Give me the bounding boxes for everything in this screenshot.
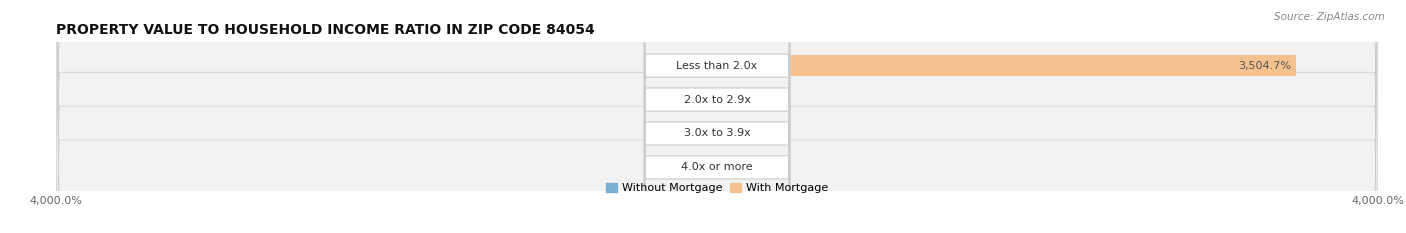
Text: Less than 2.0x: Less than 2.0x xyxy=(676,61,758,71)
Text: 11.2%: 11.2% xyxy=(724,95,759,105)
Bar xyxy=(717,157,721,178)
Text: 3,504.7%: 3,504.7% xyxy=(1237,61,1291,71)
FancyBboxPatch shape xyxy=(56,0,1378,233)
FancyBboxPatch shape xyxy=(644,0,790,233)
Bar xyxy=(717,55,1296,76)
Text: 23.9%: 23.9% xyxy=(727,162,762,172)
FancyBboxPatch shape xyxy=(644,0,790,233)
Text: 3.0x to 3.9x: 3.0x to 3.9x xyxy=(683,128,751,138)
Legend: Without Mortgage, With Mortgage: Without Mortgage, With Mortgage xyxy=(602,178,832,197)
Bar xyxy=(717,123,720,144)
FancyBboxPatch shape xyxy=(56,0,1378,233)
Bar xyxy=(716,123,717,144)
Text: 2.0x to 2.9x: 2.0x to 2.9x xyxy=(683,95,751,105)
Bar xyxy=(717,89,718,110)
FancyBboxPatch shape xyxy=(644,0,790,233)
Text: 45.8%: 45.8% xyxy=(669,162,704,172)
Text: PROPERTY VALUE TO HOUSEHOLD INCOME RATIO IN ZIP CODE 84054: PROPERTY VALUE TO HOUSEHOLD INCOME RATIO… xyxy=(56,23,595,37)
FancyBboxPatch shape xyxy=(644,0,790,233)
Text: Source: ZipAtlas.com: Source: ZipAtlas.com xyxy=(1274,12,1385,22)
Text: 24.4%: 24.4% xyxy=(672,61,707,71)
FancyBboxPatch shape xyxy=(56,0,1378,233)
Text: 19.5%: 19.5% xyxy=(725,128,761,138)
Text: 4.0x or more: 4.0x or more xyxy=(682,162,752,172)
Bar xyxy=(714,89,717,110)
FancyBboxPatch shape xyxy=(56,0,1378,233)
Text: 19.3%: 19.3% xyxy=(673,95,709,105)
Bar xyxy=(710,157,717,178)
Bar xyxy=(713,55,717,76)
Text: 10.5%: 10.5% xyxy=(675,128,710,138)
